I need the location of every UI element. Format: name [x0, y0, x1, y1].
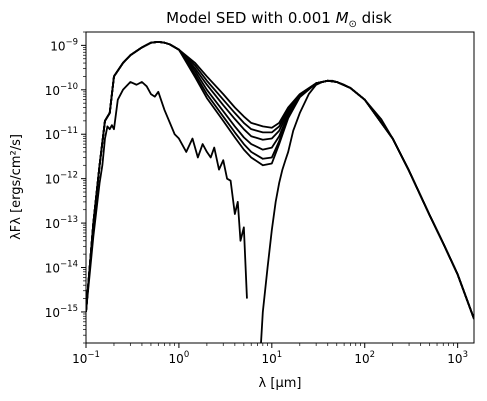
chart-title-suffix: disk	[357, 9, 392, 27]
y-axis-label: λFλ [ergs/cm²/s]	[9, 134, 24, 240]
x-axis-label: λ [μm]	[259, 376, 302, 391]
chart-title-subscript: ⊙	[349, 19, 357, 30]
chart-title: Model SED with 0.001 M⊙ disk	[166, 9, 392, 30]
chart-title-symbol: M	[336, 9, 349, 27]
chart-title-prefix: Model SED with 0.001	[166, 9, 335, 27]
